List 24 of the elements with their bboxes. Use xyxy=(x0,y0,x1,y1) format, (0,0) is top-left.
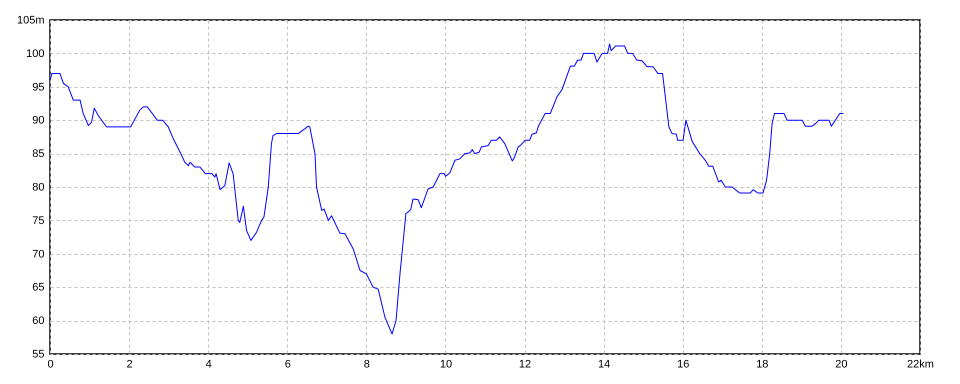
x-tick-label: 2 xyxy=(126,358,133,370)
y-tick-label: 105m xyxy=(16,14,44,26)
y-tick-label: 80 xyxy=(32,182,44,194)
x-tick-label: 4 xyxy=(206,358,212,370)
x-tick-label: 20 xyxy=(835,358,848,370)
x-tick-label: 8 xyxy=(364,358,370,370)
x-tick-label: 10 xyxy=(440,358,452,370)
y-tick-label: 55 xyxy=(32,348,44,360)
y-tick-label: 100 xyxy=(26,48,44,60)
x-tick-label: 16 xyxy=(677,358,690,370)
y-tick-label: 65 xyxy=(32,282,44,294)
y-tick-label: 70 xyxy=(32,248,44,260)
x-tick-label: 6 xyxy=(284,358,291,370)
x-tick-label: 22km xyxy=(907,358,934,370)
x-tick-label: 12 xyxy=(518,358,532,370)
y-tick-label: 85 xyxy=(32,148,44,160)
x-tick-label: 0 xyxy=(47,358,54,370)
y-tick-label: 75 xyxy=(32,214,44,227)
y-tick-label: 60 xyxy=(32,315,44,328)
line-series xyxy=(50,44,844,334)
x-tick-label: 18 xyxy=(756,358,768,370)
y-tick-label: 90 xyxy=(32,114,44,127)
y-tick-label: 95 xyxy=(32,81,44,94)
x-tick-label: 14 xyxy=(598,358,610,370)
